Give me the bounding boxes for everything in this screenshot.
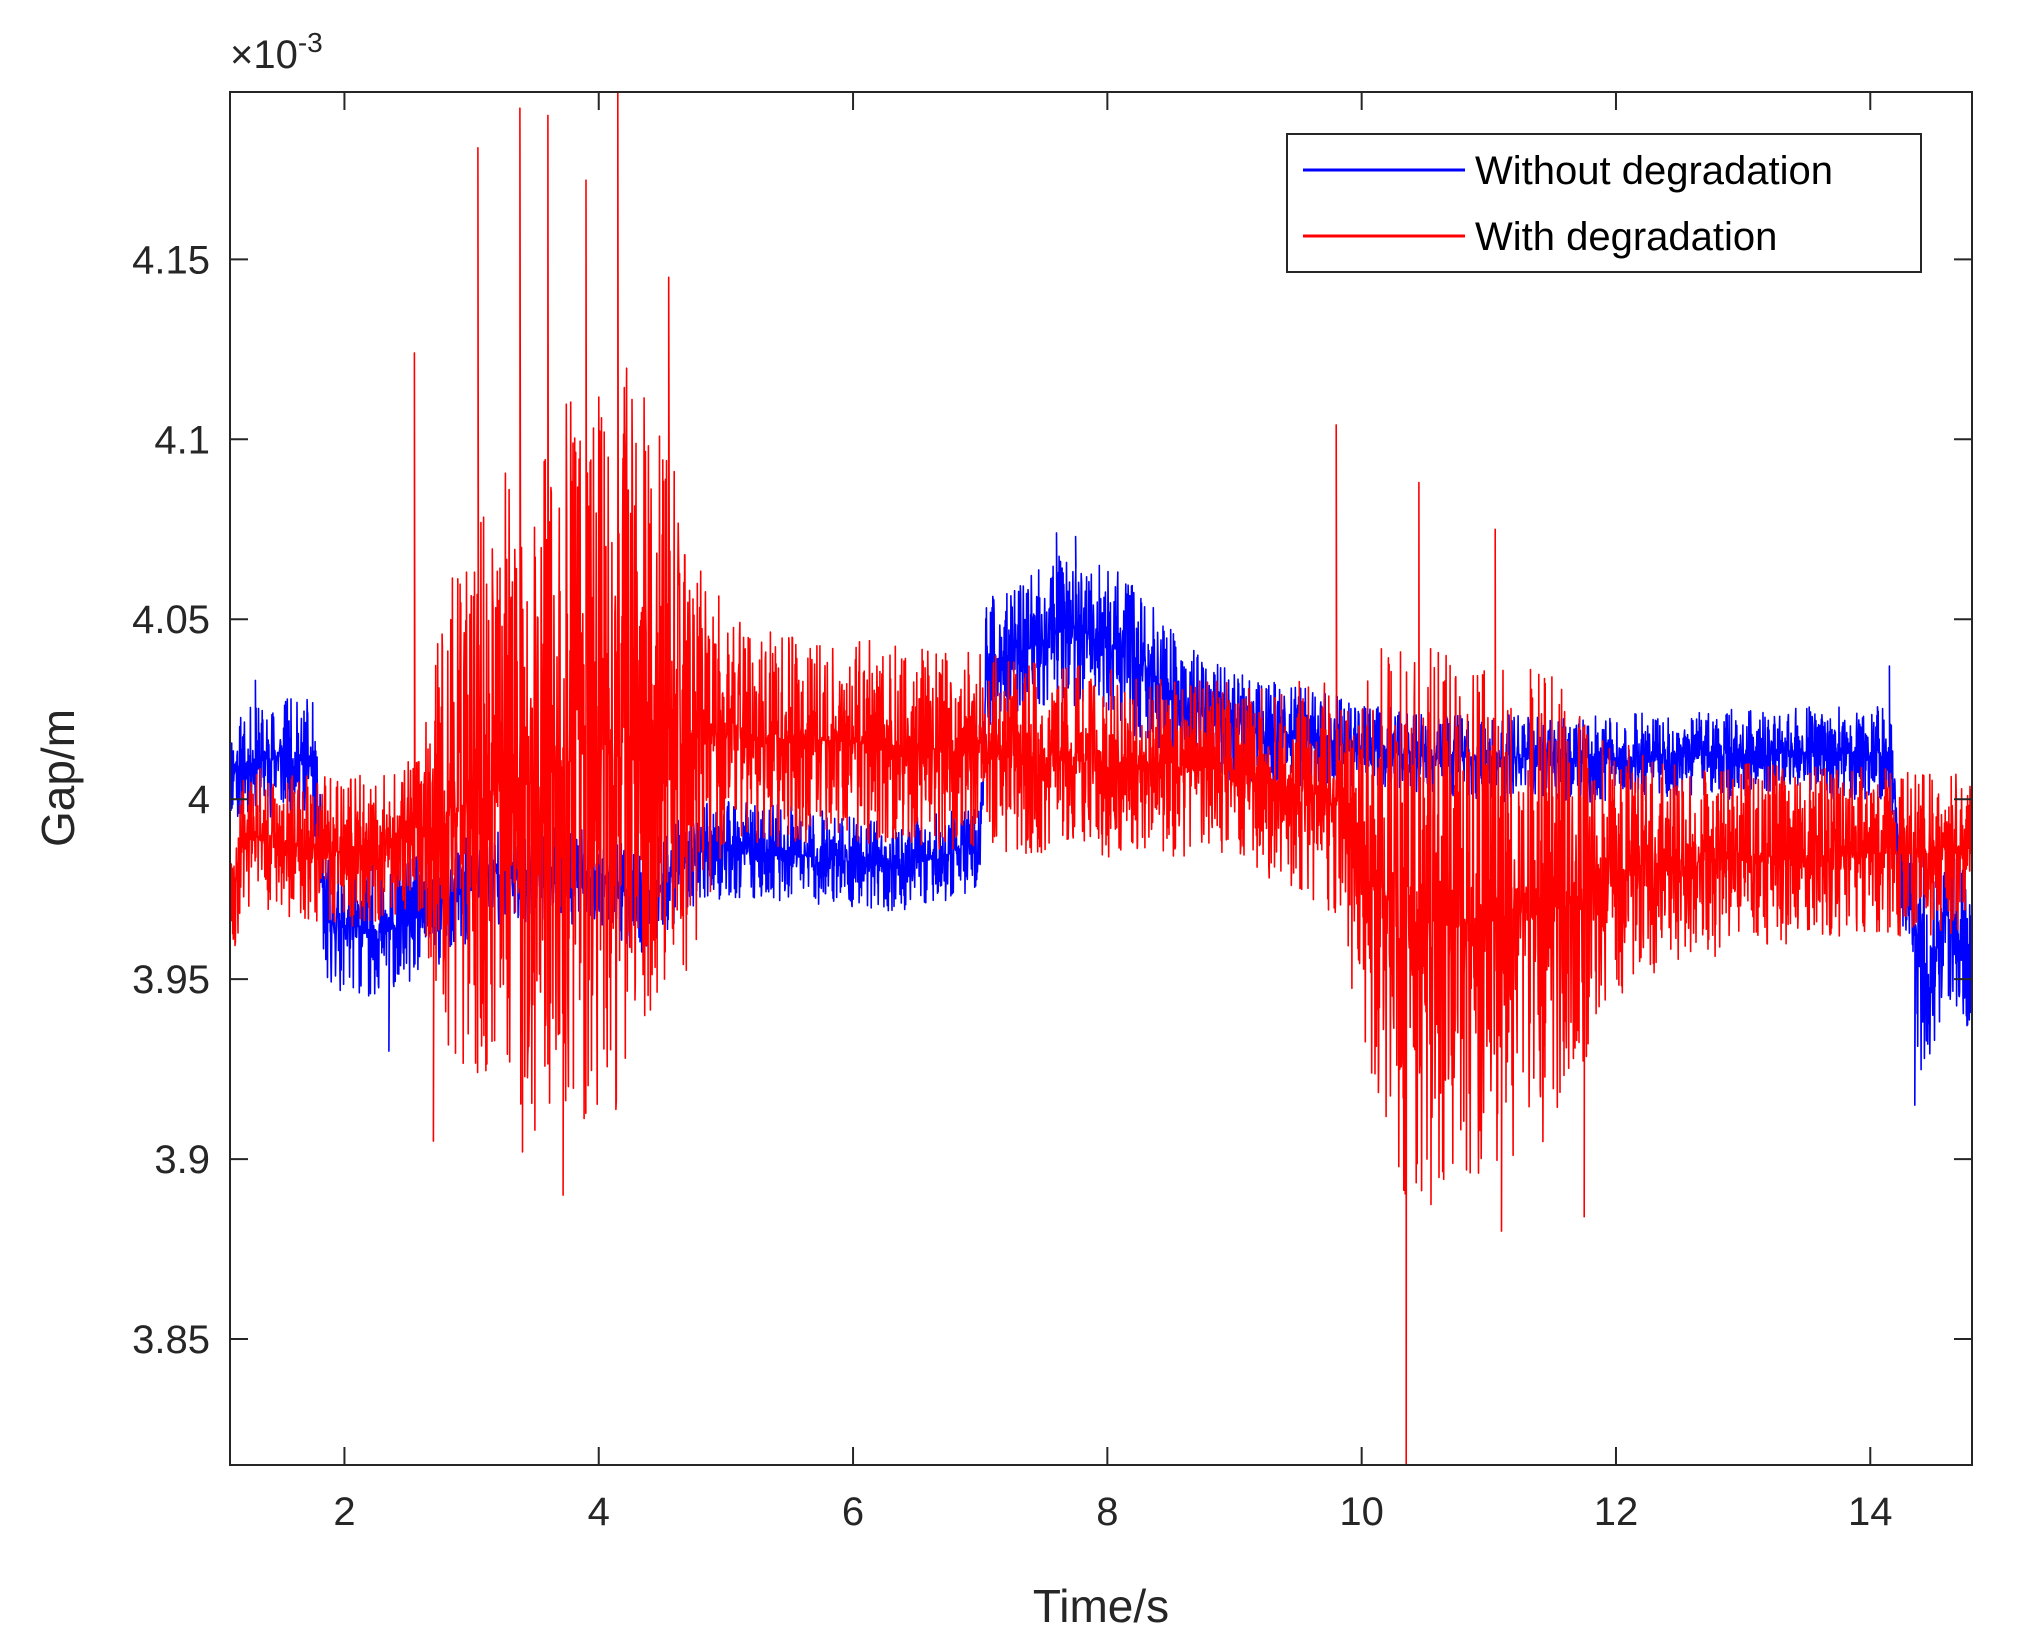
x-axis-title: Time/s — [1033, 1580, 1169, 1632]
y-tick-label: 4.1 — [154, 418, 210, 462]
ticks-layer: 2 4 6 8 10 12 14 3.85 3.9 3.95 4 4.05 4.1 4.15 — [132, 92, 1972, 1534]
y-exponent-power: -3 — [298, 27, 323, 58]
y-tick-label: 4.15 — [132, 238, 210, 282]
y-tick-label: 3.95 — [132, 958, 210, 1002]
axes-box — [229, 91, 1973, 1466]
x-tick-label: 2 — [333, 1490, 355, 1534]
series-layer — [230, 92, 1972, 1465]
x-tick-label: 4 — [588, 1490, 610, 1534]
y-axis-title: Gap/m — [32, 709, 84, 847]
x-tick-label: 6 — [842, 1490, 864, 1534]
series-line-with-degradation — [230, 92, 1972, 1465]
legend-box — [1286, 133, 1922, 273]
legend: Without degradation With degradation — [1286, 133, 1922, 273]
y-tick-label: 3.85 — [132, 1318, 210, 1362]
legend-label-with-degradation: With degradation — [1475, 215, 1777, 259]
legend-label-without-degradation: Without degradation — [1475, 149, 1833, 193]
x-tick-label: 14 — [1848, 1490, 1893, 1534]
y-tick-label: 4 — [188, 778, 210, 822]
y-exponent-label: ×10-3 — [230, 27, 323, 77]
y-exponent-base: ×10 — [230, 33, 298, 77]
x-tick-label: 12 — [1594, 1490, 1639, 1534]
x-tick-label: 8 — [1096, 1490, 1118, 1534]
y-tick-label: 3.9 — [154, 1138, 210, 1182]
y-tick-label: 4.05 — [132, 598, 210, 642]
x-tick-label: 10 — [1339, 1490, 1384, 1534]
